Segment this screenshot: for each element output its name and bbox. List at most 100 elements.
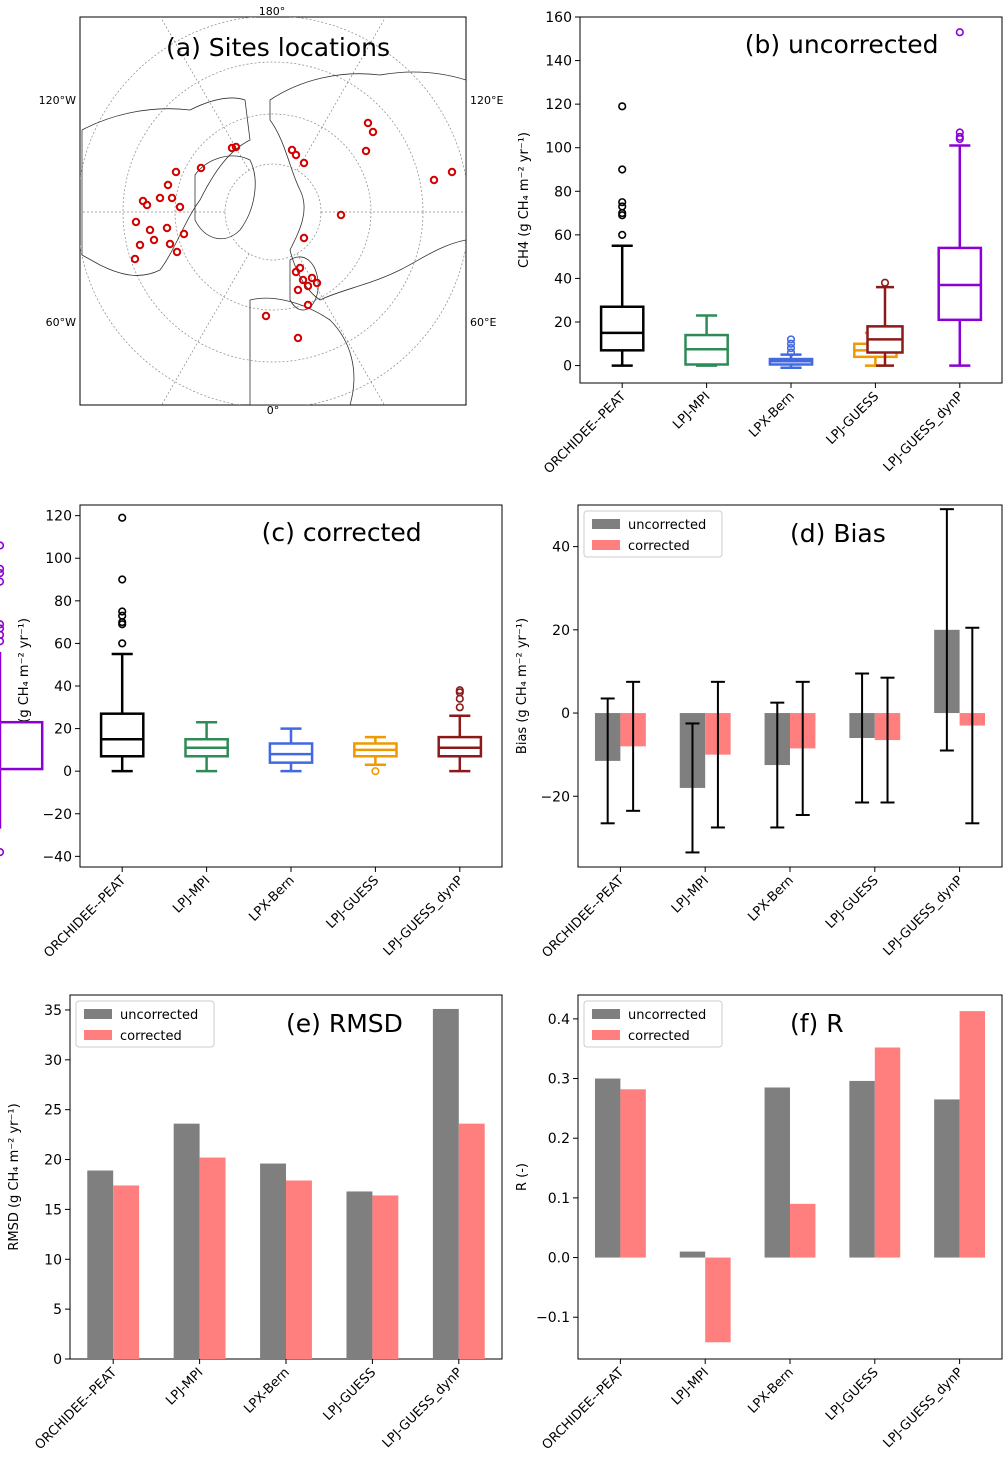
y-tick-label: 0.2 — [548, 1131, 570, 1147]
y-tick-label: 20 — [552, 623, 570, 639]
box-LPJ-GUESS — [353, 735, 398, 776]
y-tick-label: 80 — [554, 184, 572, 200]
outlier-point — [0, 577, 5, 586]
x-tick-label: LPX-Bern — [745, 873, 797, 925]
bar-uncorrected-ORCHIDEE--PEAT — [594, 1078, 621, 1258]
site-marker — [303, 281, 313, 291]
outlier-point — [0, 847, 5, 857]
site-marker — [163, 180, 173, 190]
outlier-point — [455, 686, 464, 695]
plot-frame — [79, 504, 503, 868]
site-marker — [172, 247, 182, 257]
y-tick-label: 80 — [54, 594, 72, 610]
bar-corrected-LPJ-GUESS_dynP — [959, 1011, 986, 1258]
panel-title: (e) RMSD — [286, 1009, 403, 1038]
outlier-point — [955, 28, 964, 37]
x-tick-label: LPJ-GUESS_dynP — [881, 873, 967, 959]
y-tick-label: 0.3 — [548, 1072, 570, 1088]
legend-swatch-uncorrected — [592, 1009, 620, 1019]
lon-label-left-upper: 120°W — [39, 94, 76, 107]
lon-label-bottom: 0° — [267, 404, 280, 417]
y-tick-label: 60 — [554, 228, 572, 244]
y-tick-label: 0 — [63, 764, 72, 780]
site-marker — [291, 267, 301, 277]
x-tick-label: LPJ-GUESS_dynP — [881, 1365, 967, 1451]
site-marker — [291, 150, 301, 160]
legend-label-uncorrected: uncorrected — [628, 1008, 706, 1023]
site-marker — [131, 217, 141, 227]
site-marker — [261, 311, 271, 321]
panel-d-bias-barchart: −20 0 20 40 Bias (g CH₄ m⁻² yr⁻¹) ORCHIDEE--P… — [515, 504, 1003, 961]
panel-title: (f) R — [790, 1009, 844, 1038]
panel-c-corrected-boxplot: −40 −20 0 20 40 60 80 100 120 CH4 (g CH₄ m⁻² yr⁻¹… — [0, 504, 503, 961]
bar-uncorrected-LPJ-MPI — [173, 1123, 200, 1359]
box-LPX-Bern — [268, 727, 314, 773]
box-LPJ-GUESS_dynP — [437, 686, 483, 773]
panel-a-title: (a) Sites locations — [166, 33, 390, 62]
y-tick-label: 10 — [44, 1252, 62, 1268]
outlier-point — [0, 620, 5, 629]
site-marker — [293, 333, 303, 343]
y-tick-label: 20 — [554, 315, 572, 331]
outlier-point — [786, 339, 796, 348]
site-marker — [293, 285, 303, 295]
y-tick-label: 160 — [545, 10, 572, 26]
panel-title: (d) Bias — [790, 519, 886, 548]
site-marker — [447, 167, 457, 177]
x-tick-label: LPJ-GUESS_dynP — [380, 1365, 466, 1451]
site-marker — [299, 233, 309, 243]
box-ORCHIDEE--PEAT — [99, 513, 145, 773]
x-tick-label: LPJ-GUESS — [324, 873, 383, 932]
iqr-box — [99, 712, 145, 758]
meridian-line — [161, 253, 250, 405]
x-tick-label: LPX-Bern — [745, 1365, 797, 1417]
y-axis-label: RMSD (g CH₄ m⁻² yr⁻¹) — [7, 1103, 22, 1250]
outlier-point — [0, 624, 5, 633]
x-tick-label: LPJ-GUESS_dynP — [381, 873, 467, 959]
site-marker — [298, 275, 308, 285]
panel-b-uncorrected-boxplot: 0 20 40 60 80 100 120 140 160 CH4 (g CH₄ m⁻² yr⁻¹… — [517, 10, 1003, 477]
site-marker — [196, 163, 206, 173]
outlier-point — [118, 611, 127, 620]
lon-label-top: 180° — [259, 5, 286, 18]
bar-corrected-LPJ-MPI — [199, 1157, 226, 1359]
x-tick-label: LPJ-MPI — [670, 389, 713, 432]
site-marker — [287, 145, 297, 155]
outlier-point — [118, 607, 127, 616]
outlier-point — [786, 348, 796, 357]
y-tick-label: −20 — [540, 789, 570, 805]
site-marker — [165, 239, 175, 249]
bar-corrected-LPJ-GUESS — [372, 1195, 399, 1359]
site-marker — [303, 300, 313, 310]
legend-swatch-uncorrected — [84, 1009, 112, 1019]
bar-uncorrected-LPJ-GUESS_dynP — [432, 1008, 459, 1359]
outlier-point — [955, 132, 964, 141]
outlier-point — [0, 564, 5, 573]
bar-uncorrected-LPJ-GUESS_dynP — [934, 1099, 960, 1258]
x-tick-label: LPJ-MPI — [163, 1365, 206, 1408]
map-content — [80, 17, 466, 405]
y-tick-label: −0.1 — [536, 1310, 570, 1326]
land-outline — [289, 256, 319, 311]
box-LPX-Bern — [768, 335, 814, 369]
panel-e-rmsd-barchart: 0 5 10 15 20 25 30 35 RMSD (g CH₄ m⁻² yr⁻¹) ORCHI… — [7, 994, 503, 1453]
y-tick-label: 40 — [54, 679, 72, 695]
bar-corrected-LPJ-GUESS — [874, 1047, 901, 1258]
outlier-point — [0, 630, 5, 639]
y-tick-label: 0.4 — [548, 1012, 570, 1028]
y-tick-label: 120 — [545, 97, 572, 113]
site-marker — [227, 143, 237, 153]
legend-label-uncorrected: uncorrected — [628, 518, 706, 533]
outlier-point — [955, 128, 964, 137]
site-marker — [368, 127, 378, 137]
bar-corrected-LPJ-MPI — [705, 1257, 731, 1343]
x-tick-label: LPX-Bern — [746, 389, 798, 441]
bar-uncorrected-LPJ-GUESS — [849, 1080, 875, 1258]
x-tick-label: LPJ-GUESS — [823, 873, 882, 932]
site-marker — [307, 273, 317, 283]
site-marker — [179, 229, 189, 239]
site-marker — [145, 225, 155, 235]
x-tick-label: LPJ-MPI — [669, 873, 712, 916]
y-tick-label: −40 — [42, 849, 72, 865]
legend-swatch-corrected — [592, 540, 620, 550]
